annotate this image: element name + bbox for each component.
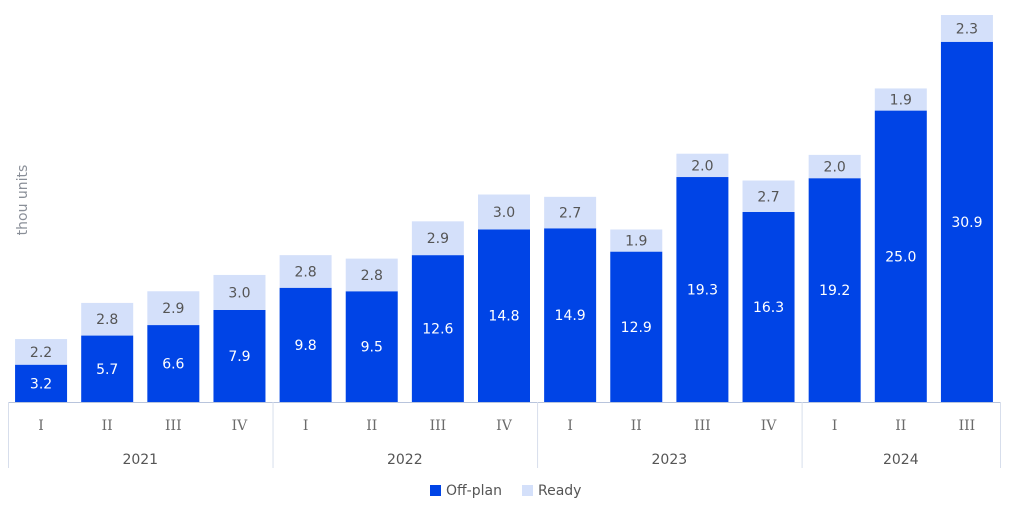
data-label-off-plan: 9.8 xyxy=(294,338,316,354)
bar-ready xyxy=(478,194,530,230)
bar-ready xyxy=(676,153,729,178)
bar-ready xyxy=(610,229,663,252)
data-label-ready: 2.9 xyxy=(162,301,184,317)
data-label-off-plan: 14.9 xyxy=(555,308,586,324)
y-axis-title: thou units xyxy=(15,165,31,236)
x-tick-label: III xyxy=(165,418,182,434)
bar-off-plan xyxy=(940,41,993,402)
data-label-off-plan: 9.5 xyxy=(361,340,383,356)
legend-swatch xyxy=(522,485,533,496)
data-label-ready: 2.0 xyxy=(691,158,713,174)
x-group-label: 2023 xyxy=(652,452,688,468)
legend-label: Ready xyxy=(538,483,581,499)
data-label-ready: 2.3 xyxy=(956,21,978,37)
x-tick-label: IV xyxy=(761,418,778,434)
bar-off-plan xyxy=(147,325,200,402)
data-label-off-plan: 25.0 xyxy=(885,249,916,265)
data-label-off-plan: 19.2 xyxy=(819,283,850,299)
x-tick-label: III xyxy=(430,418,447,434)
data-label-ready: 3.0 xyxy=(228,285,250,301)
legend-item[interactable]: Ready xyxy=(522,483,581,499)
bar-ready xyxy=(742,180,795,212)
data-label-ready: 1.9 xyxy=(625,234,647,250)
x-tick-label: II xyxy=(631,418,642,434)
x-group-label: 2022 xyxy=(387,452,423,468)
data-label-ready: 2.2 xyxy=(30,345,52,361)
bar-off-plan xyxy=(411,255,464,402)
x-group-label: 2024 xyxy=(883,452,919,468)
x-tick-label: II xyxy=(102,418,113,434)
bar-ready xyxy=(15,339,68,365)
x-tick-label: II xyxy=(366,418,377,434)
bar-ready xyxy=(940,15,993,42)
bar-ready xyxy=(345,258,398,292)
x-tick-label: IV xyxy=(496,418,513,434)
legend-label: Off-plan xyxy=(446,483,502,499)
legend-swatch xyxy=(430,485,441,496)
bar-off-plan xyxy=(874,110,927,402)
data-label-ready: 2.7 xyxy=(559,206,581,222)
bar-ready xyxy=(147,291,200,326)
x-tick-label: I xyxy=(832,418,838,434)
data-label-off-plan: 14.8 xyxy=(488,309,519,325)
data-label-off-plan: 3.2 xyxy=(30,376,52,392)
x-tick-label: III xyxy=(694,418,711,434)
data-label-off-plan: 6.6 xyxy=(162,357,184,373)
bar-ready xyxy=(279,255,332,288)
data-label-off-plan: 30.9 xyxy=(951,215,982,231)
bar-off-plan xyxy=(213,309,266,402)
data-label-off-plan: 12.6 xyxy=(422,322,453,338)
bar-off-plan xyxy=(742,211,795,402)
bar-off-plan xyxy=(279,287,332,402)
x-tick-label: I xyxy=(38,418,44,434)
data-label-off-plan: 19.3 xyxy=(687,283,718,299)
x-tick-label: III xyxy=(959,418,976,434)
bar-ready xyxy=(874,88,927,111)
data-label-ready: 3.0 xyxy=(493,205,515,221)
data-label-ready: 2.7 xyxy=(757,189,779,205)
bar-ready xyxy=(544,196,597,229)
bar-ready xyxy=(411,221,464,256)
legend: Off-plan Ready xyxy=(430,483,581,499)
bar-ready xyxy=(81,302,134,336)
data-label-ready: 2.8 xyxy=(361,268,383,284)
bar-off-plan xyxy=(808,178,861,402)
x-tick-label: II xyxy=(895,418,906,434)
x-group-label: 2021 xyxy=(122,452,158,468)
bar-off-plan xyxy=(81,335,134,402)
bar-off-plan xyxy=(676,177,729,402)
bar-off-plan xyxy=(345,291,398,402)
x-tick-label: I xyxy=(567,418,573,434)
legend-item[interactable]: Off-plan xyxy=(430,483,502,499)
data-label-ready: 2.0 xyxy=(824,160,846,176)
x-tick-label: IV xyxy=(232,418,249,434)
data-label-ready: 1.9 xyxy=(890,93,912,109)
data-label-off-plan: 12.9 xyxy=(621,320,652,336)
x-tick-label: I xyxy=(303,418,309,434)
data-label-ready: 2.8 xyxy=(294,264,316,280)
data-label-ready: 2.9 xyxy=(427,231,449,247)
bar-ready xyxy=(213,274,266,310)
bar-off-plan xyxy=(544,228,597,402)
data-label-off-plan: 5.7 xyxy=(96,362,118,378)
bar-ready xyxy=(808,154,861,179)
data-label-off-plan: 16.3 xyxy=(753,300,784,316)
bar-off-plan xyxy=(478,229,530,402)
data-label-off-plan: 7.9 xyxy=(228,349,250,365)
bar-off-plan xyxy=(610,251,663,402)
bars-layer: 3.2 2.2 5.7 2.8 6.6 2.9 7.9 3.0 9.8 2.8 9.5 2.8 12.6… xyxy=(15,15,993,402)
data-label-ready: 2.8 xyxy=(96,312,118,328)
bar-off-plan xyxy=(15,364,68,402)
